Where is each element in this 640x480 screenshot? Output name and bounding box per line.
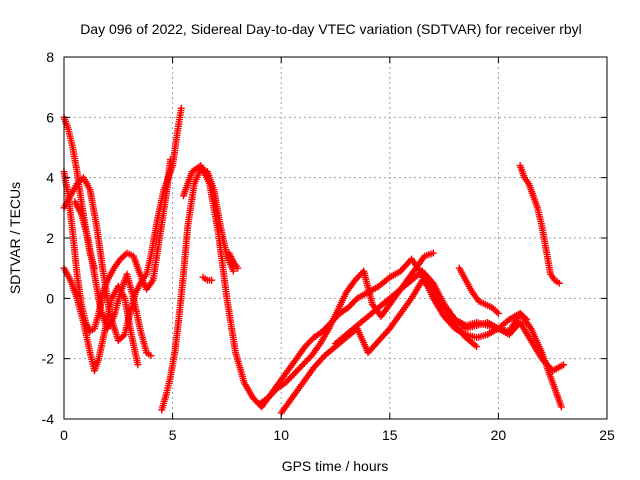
x-tick-label: 5 — [169, 427, 177, 443]
y-axis-label: SDTVAR / TECUs — [7, 182, 23, 294]
chart-title: Day 096 of 2022, Sidereal Day-to-day VTE… — [80, 21, 582, 37]
series-arc-5 — [71, 198, 155, 360]
x-axis-label: GPS time / hours — [282, 458, 389, 474]
data-point — [521, 314, 529, 322]
data-point — [208, 276, 216, 284]
series-arc-13 — [516, 162, 563, 287]
data-point — [429, 249, 437, 257]
data-point — [555, 279, 563, 287]
data-point — [523, 315, 531, 323]
y-tick-label: 8 — [46, 49, 54, 65]
data-point — [177, 104, 185, 112]
data-point — [473, 343, 481, 351]
series-arc-3 — [60, 156, 174, 336]
axis-ticks: 0 5 10 15 20 25 -4 -2 0 2 4 6 8 — [42, 49, 615, 443]
data-point — [229, 267, 237, 275]
data-point — [493, 308, 501, 316]
y-tick-label: 0 — [46, 290, 54, 306]
series-arc-15 — [225, 249, 242, 272]
series-line — [280, 278, 478, 414]
series-arc-7 — [179, 162, 565, 411]
data-point — [166, 156, 174, 164]
series-arc-8 — [255, 249, 437, 408]
series-arc-14 — [199, 273, 216, 284]
y-tick-label: 4 — [46, 170, 54, 186]
data-point — [494, 309, 502, 317]
data-point — [134, 361, 142, 369]
data-point — [119, 332, 127, 340]
series-arc-10 — [332, 267, 568, 375]
data-point — [147, 352, 155, 360]
x-tick-label: 20 — [491, 427, 507, 443]
series-arc-4 — [60, 264, 142, 375]
series-arc-12 — [455, 264, 502, 317]
series-arc-11 — [418, 273, 531, 336]
x-tick-label: 0 — [60, 427, 68, 443]
x-tick-label: 15 — [382, 427, 398, 443]
y-tick-label: 6 — [46, 109, 54, 125]
y-tick-label: 2 — [46, 230, 54, 246]
x-tick-label: 10 — [273, 427, 289, 443]
data-point — [234, 264, 242, 272]
x-tick-label: 25 — [599, 427, 615, 443]
y-tick-label: -2 — [42, 351, 55, 367]
data-point — [557, 403, 565, 411]
data-series-layer — [60, 104, 568, 417]
data-point — [560, 361, 568, 369]
grid-lines — [64, 57, 607, 419]
y-tick-label: -4 — [42, 411, 55, 427]
